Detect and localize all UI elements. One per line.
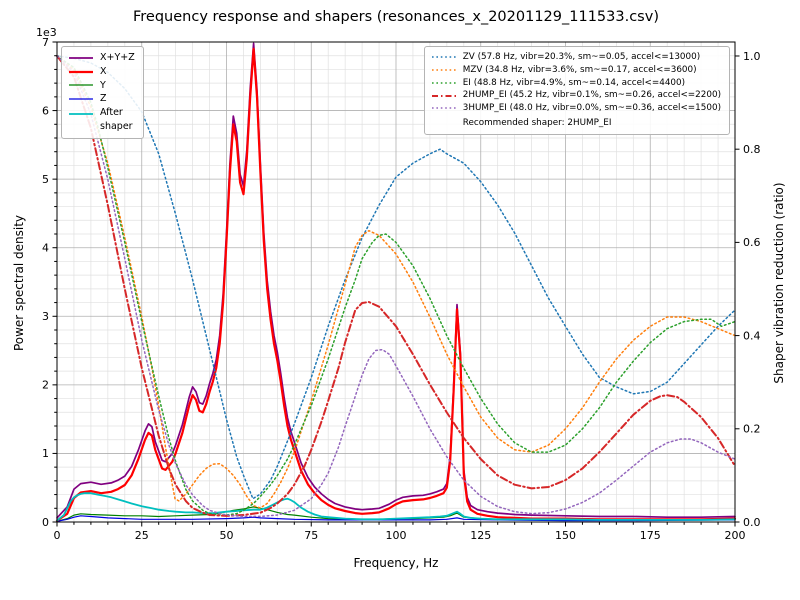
chart-title: Frequency response and shapers (resonanc… (133, 9, 659, 25)
x-axis-label: Frequency, Hz (353, 556, 439, 570)
series-z-line (56, 515, 736, 522)
legend-line-sample (431, 56, 456, 59)
y-left-tick-label: 2 (42, 379, 49, 392)
y-right-tick-label: 0.0 (743, 516, 761, 529)
y-left-tick-label: 3 (42, 310, 49, 323)
legend-line-sample (69, 98, 93, 100)
y-left-tick-label: 1 (42, 447, 49, 460)
legend-item: Z (68, 92, 135, 106)
x-tick-label: 0 (54, 529, 61, 542)
legend-psd-rows: X+Y+Z X Y Z After shaper (68, 51, 135, 134)
legend-label: MZV (34.8 Hz, vibr=3.6%, sm~=0.17, accel… (462, 64, 697, 75)
x-tick-label: 200 (725, 529, 746, 542)
legend-label: ZV (57.8 Hz, vibr=20.3%, sm~=0.05, accel… (462, 52, 701, 62)
legend-item: After shaper (68, 106, 135, 134)
legend-line-sample (69, 113, 93, 115)
y-right-tick-label: 0.4 (743, 329, 761, 342)
legend-item: X (68, 65, 135, 79)
x-tick-label: 100 (386, 529, 407, 542)
y-left-tick-label: 7 (42, 36, 49, 49)
legend-label: X+Y+Z (100, 52, 135, 63)
legend-label: After shaper (100, 107, 133, 132)
legend-label: X (100, 65, 107, 77)
series-3hump-ei-line (56, 55, 736, 518)
y-left-axis-label: Power spectral density (12, 214, 26, 352)
legend-label: Z (100, 93, 107, 105)
legend-line-sample (69, 56, 93, 59)
x-tick-label: 125 (470, 529, 491, 542)
legend-psd: X+Y+Z X Y Z After shaper (61, 46, 144, 139)
series-zv-line (56, 55, 736, 500)
series-lines (55, 42, 737, 522)
legend-line-sample (431, 82, 456, 84)
y-right-tick-label: 0.8 (743, 143, 761, 156)
legend-shapers-rows: ZV (57.8 Hz, vibr=20.3%, sm~=0.05, accel… (431, 51, 721, 115)
y-right-axis-label: Shaper vibration reduction (ratio) (772, 182, 786, 384)
series-2hump-ei-line (56, 55, 736, 517)
legend-line-sample (431, 94, 456, 97)
series-ei-line (56, 55, 736, 516)
x-tick-label: 25 (135, 529, 149, 542)
y-left-tick-label: 5 (42, 173, 49, 186)
y-left-offset-text: 1e3 (36, 26, 57, 39)
y-left-tick-label: 0 (42, 516, 49, 529)
legend-item: 3HUMP_EI (48.0 Hz, vibr=0.0%, sm~=0.36, … (431, 102, 721, 115)
legend-line-sample (69, 84, 93, 87)
legend-item: MZV (34.8 Hz, vibr=3.6%, sm~=0.17, accel… (431, 64, 721, 77)
legend-line-sample (69, 70, 93, 73)
y-right-tick-label: 0.6 (743, 236, 761, 249)
legend-line-sample (431, 69, 456, 71)
legend-label: 2HUMP_EI (45.2 Hz, vibr=0.1%, sm~=0.26, … (462, 90, 721, 101)
series-x-line (55, 47, 737, 522)
legend-label: 3HUMP_EI (48.0 Hz, vibr=0.0%, sm~=0.36, … (462, 103, 721, 113)
legend-item: X+Y+Z (68, 51, 135, 65)
x-tick-label: 175 (640, 529, 661, 542)
legend-label: EI (48.8 Hz, vibr=4.9%, sm~=0.14, accel<… (462, 77, 686, 88)
legend-item: 2HUMP_EI (45.2 Hz, vibr=0.1%, sm~=0.26, … (431, 89, 721, 102)
series-mzv-line (56, 55, 736, 509)
legend-item: EI (48.8 Hz, vibr=4.9%, sm~=0.14, accel<… (431, 77, 721, 90)
legend-item: Y (68, 79, 135, 93)
x-tick-label: 75 (304, 529, 318, 542)
y-right-tick-label: 0.2 (743, 423, 761, 436)
y-left-tick-label: 6 (42, 104, 49, 117)
legend-label: Y (100, 79, 106, 91)
x-tick-label: 50 (220, 529, 234, 542)
x-tick-label: 150 (555, 529, 576, 542)
axis-ticks (52, 41, 740, 527)
recommended-shaper-note: Recommended shaper: 2HUMP_EI (462, 117, 612, 128)
legend-item: ZV (57.8 Hz, vibr=20.3%, sm~=0.05, accel… (431, 51, 721, 64)
legend-line-sample (431, 107, 456, 110)
legend-shapers: ZV (57.8 Hz, vibr=20.3%, sm~=0.05, accel… (423, 46, 730, 135)
y-right-tick-label: 1.0 (743, 50, 761, 63)
axis-tick-labels: 0 25 50 75 100 125 150 175 200 0 1 2 3 4 5 6 7 0.0 0.2 0.4 0… (42, 36, 761, 542)
y-left-tick-label: 4 (42, 242, 49, 255)
